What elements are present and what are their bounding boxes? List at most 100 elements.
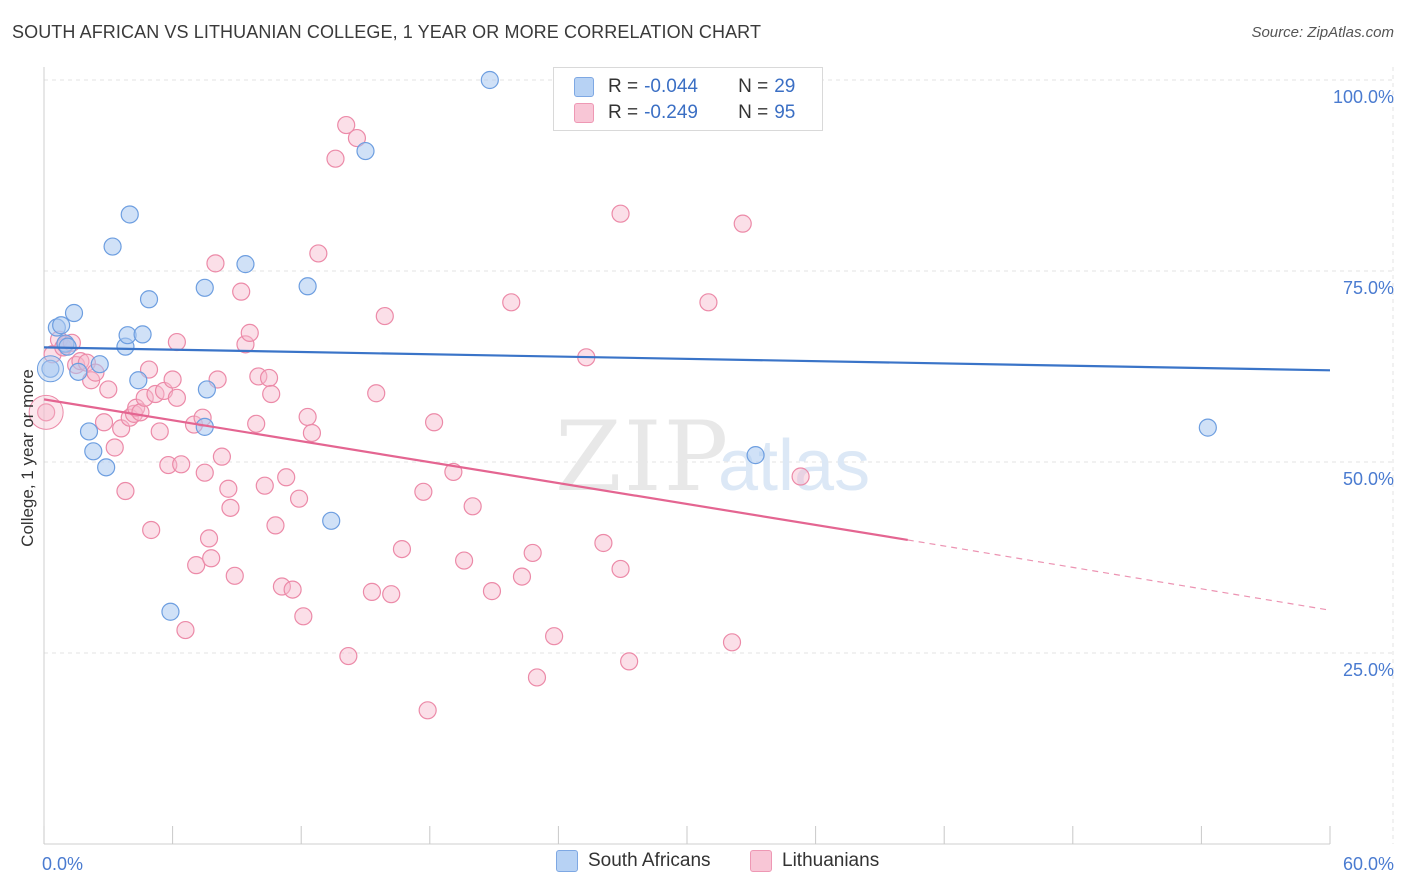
x-tick-label-max: 60.0% <box>1342 854 1394 874</box>
watermark: ZIP atlas <box>555 401 870 513</box>
south-africans-point <box>120 205 139 224</box>
lithuanians-point <box>202 549 221 568</box>
south-africans-point <box>103 237 122 256</box>
lithuanians-point <box>187 556 206 575</box>
y-tick-label-50: 50.0% <box>1342 469 1394 489</box>
lithuanians-point <box>212 447 231 466</box>
lithuanians-point <box>255 476 274 495</box>
lithuanians-point <box>594 533 613 553</box>
lithuanians-point <box>277 468 296 487</box>
lithuanians-point <box>375 306 394 326</box>
lithuanians-point <box>545 627 564 646</box>
lithuanians-point <box>620 652 639 671</box>
lithuanians-point <box>309 244 328 263</box>
legend-swatch-blue <box>574 77 594 97</box>
lithuanians-point <box>339 646 358 666</box>
watermark-atlas: atlas <box>718 426 870 506</box>
lithuanians-points <box>28 115 810 720</box>
lithuanians-point <box>289 489 309 508</box>
lithuanians-point <box>418 701 437 720</box>
n-label: N = <box>738 76 769 97</box>
south-africans-point <box>195 278 214 297</box>
n-value: 95 <box>774 102 796 123</box>
lithuanians-point <box>272 577 292 596</box>
south-africans-point <box>139 290 159 309</box>
lithuanians-point <box>195 463 214 482</box>
series-legend-south-africans: South Africans <box>556 850 711 872</box>
south-africans-point <box>322 511 341 530</box>
lithuanians-point <box>236 335 255 354</box>
lithuanians-point <box>527 668 547 687</box>
n-value: 29 <box>774 76 796 97</box>
lithuanians-point <box>791 467 810 486</box>
source-label: Source: ZipAtlas.com <box>1251 24 1394 41</box>
lithuanians-point <box>94 413 114 432</box>
lithuanians-point <box>424 413 444 432</box>
lithuanians-point <box>206 254 225 273</box>
y-axis-label: College, 1 year or more <box>18 369 37 547</box>
lithuanians-point <box>232 282 251 301</box>
legend-row-lithuanians: R = -0.249 N = 95 <box>574 100 795 126</box>
lithuanians-point <box>240 323 259 342</box>
lithuanians-point <box>699 293 718 312</box>
lithuanians-point <box>37 403 56 422</box>
y-tick-label-25: 25.0% <box>1342 660 1394 680</box>
lithuanians-point <box>99 380 118 399</box>
r-value: -0.249 <box>644 102 698 123</box>
correlation-legend: R = -0.044 N = 29 R = -0.249 N = 95 <box>553 67 823 131</box>
x-tick-label-min: 0.0% <box>42 854 84 874</box>
lithuanians-point <box>326 149 345 168</box>
lithuanians-point <box>105 438 124 457</box>
lithuanians-point <box>116 481 135 501</box>
lithuanians-point <box>482 582 502 601</box>
legend-swatch-blue <box>556 850 578 872</box>
lithuanians-point <box>502 293 521 312</box>
watermark-zip: ZIP <box>555 401 730 513</box>
legend-label-south-africans: South Africans <box>588 850 711 871</box>
lithuanians-point <box>362 582 382 601</box>
lithuanians-point <box>135 388 154 407</box>
south-africans-point <box>84 442 103 461</box>
south-africans-point-large <box>36 355 64 383</box>
lithuanians-point <box>142 520 161 540</box>
lithuanians-point <box>722 633 742 652</box>
lithuanians-point <box>163 370 182 389</box>
lithuanians-point <box>611 559 630 579</box>
lithuanians-point <box>283 580 302 599</box>
lithuanians-point <box>259 368 279 388</box>
south-africans-point <box>64 303 84 323</box>
south-africans-point <box>161 602 180 621</box>
lithuanians-point-large <box>28 394 64 430</box>
south-africans-point <box>298 277 317 296</box>
lithuanians-point <box>266 516 285 535</box>
lithuanians-point <box>247 414 266 433</box>
lithuanians-point <box>167 332 186 352</box>
lithuanians-trend-line <box>43 398 908 542</box>
lithuanians-point <box>176 620 195 640</box>
lithuanians-point <box>454 551 474 570</box>
series-legend-lithuanians: Lithuanians <box>750 850 879 872</box>
south-africans-point <box>133 325 152 344</box>
south-africans-point <box>746 446 765 465</box>
south-africans-point <box>236 255 255 274</box>
lithuanians-point <box>225 566 244 585</box>
r-label: R = <box>608 76 639 97</box>
lithuanians-point <box>159 455 178 475</box>
lithuanians-point <box>414 482 433 501</box>
n-label: N = <box>738 102 769 123</box>
r-label: R = <box>608 102 639 123</box>
south-africans-points <box>36 70 1217 621</box>
lithuanians-point <box>463 497 482 516</box>
lithuanians-point <box>167 388 186 407</box>
south-africans-trend-line <box>43 346 1331 372</box>
south-africans-point <box>52 316 71 335</box>
lithuanians-point <box>347 128 367 148</box>
lithuanians-point <box>199 529 219 548</box>
legend-row-south-africans: R = -0.044 N = 29 <box>574 74 795 100</box>
r-value: -0.044 <box>644 76 698 97</box>
south-africans-point <box>69 362 88 381</box>
lithuanians-point <box>512 567 532 586</box>
lithuanians-point <box>294 607 313 626</box>
south-africans-point <box>90 355 109 374</box>
lithuanians-point <box>150 422 169 441</box>
